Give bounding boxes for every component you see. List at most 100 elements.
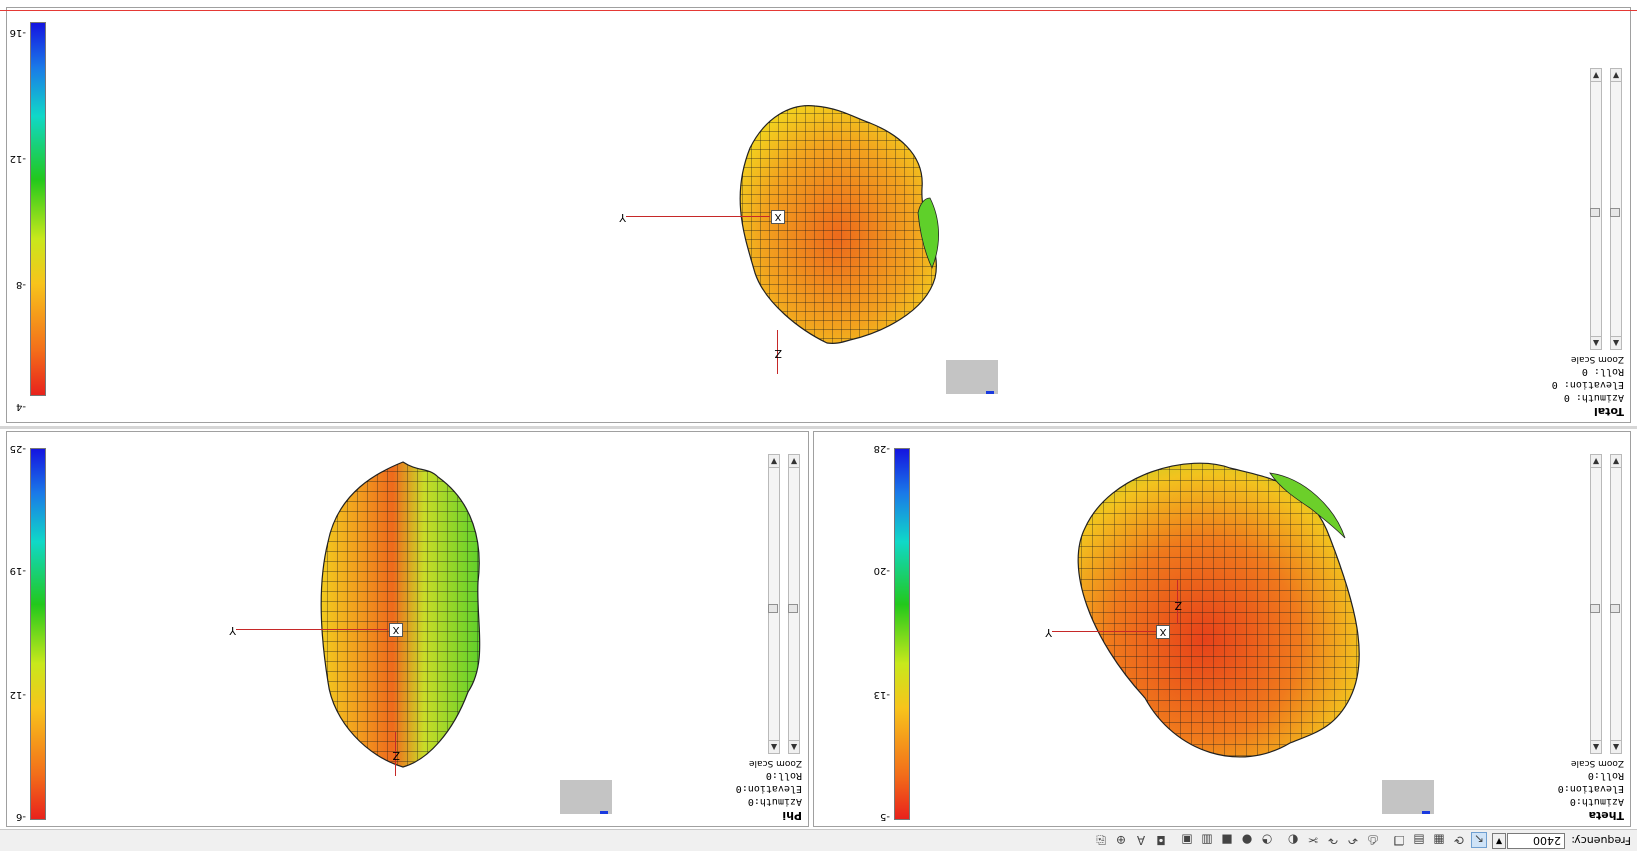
y-axis-line [1052,631,1170,632]
rotate-button[interactable]: ⟳ [1451,832,1467,848]
view-angles: Azimuth: 0 Elevation: 0 Roll: 0 [1552,365,1624,404]
orientation-thumbnail[interactable] [946,360,998,394]
total-panel[interactable]: Total Azimuth: 0 Elevation: 0 Roll: 0 Zo… [6,7,1631,423]
print-icon: ⎙ [1368,833,1378,847]
copy-button[interactable]: ❐ [1391,832,1407,848]
arrow-down-icon[interactable]: ▼ [1611,69,1621,82]
colorbar-tick: -13 [873,689,890,700]
elevation-readout: Elevation:0 [735,783,802,794]
colorbar-tick: -5 [880,811,890,822]
slider-thumb[interactable] [788,604,798,613]
colorbar-tick: -6 [16,811,26,822]
text-button[interactable]: A [1133,832,1149,848]
orientation-thumbnail[interactable] [560,780,612,814]
sphere-button[interactable]: ● [1239,832,1255,848]
orientation-thumbnail[interactable] [1382,780,1434,814]
grid-icon: ▦ [1433,833,1445,847]
pie-button[interactable]: ◔ [1259,832,1275,848]
y-axis-label: Y [1045,626,1052,639]
frequency-input[interactable]: 2400 [1507,833,1565,849]
print-small-button[interactable]: ⎘ [1093,832,1109,848]
grid-button[interactable]: ▦ [1431,832,1447,848]
colorbar-tick: -12 [9,689,26,700]
arrow-down-icon[interactable]: ▼ [789,455,799,468]
y-axis-line [626,216,770,217]
zoom-button[interactable]: ⊕ [1113,832,1129,848]
slider-thumb[interactable] [1610,604,1620,613]
zoom-slider[interactable]: ▲ ▼ [1610,454,1622,754]
total-radiation-pattern[interactable] [710,100,950,348]
phi-panel[interactable]: Phi Azimuth:0 Elevation:0 Roll:0 Zoom Sc… [6,431,809,827]
undo-button[interactable]: ↶ [1345,832,1361,848]
palette-icon: ◐ [1287,833,1299,847]
azimuth-readout: Azimuth: 0 [1563,392,1624,403]
arrow-down-icon[interactable]: ▼ [1611,455,1621,468]
slider-thumb[interactable] [1590,604,1600,613]
pointer-icon: ↖ [1473,832,1485,846]
scale-slider[interactable]: ▲ ▼ [768,454,780,754]
colorbar [894,448,910,820]
table-button[interactable]: ▤ [1411,832,1427,848]
roll-readout: Roll: 0 [1581,366,1624,377]
x-axis-label: X [771,210,785,224]
y-axis-line [236,629,388,630]
arrow-up-icon[interactable]: ▲ [1591,336,1601,349]
zoom-scale-label: Zoom Scale [1570,354,1624,364]
redo-button[interactable]: ↷ [1325,832,1341,848]
cut-icon: ✂ [1307,833,1319,847]
arrow-up-icon[interactable]: ▲ [789,740,799,753]
pointer-button[interactable]: ↖ [1471,832,1487,848]
frequency-dropdown-button[interactable]: ▼ [1492,833,1506,849]
view-angles: Azimuth:0 Elevation:0 Roll:0 [736,769,802,808]
chart-icon: ▥ [1201,833,1213,847]
save-icon: ▣ [1181,833,1193,847]
arrow-up-icon[interactable]: ▲ [1611,336,1621,349]
arrow-up-icon[interactable]: ▲ [1611,740,1621,753]
camera-button[interactable]: ◘ [1153,832,1169,848]
colorbar [30,448,46,820]
theta-radiation-pattern[interactable] [1070,448,1390,778]
panel-divider[interactable] [0,426,1637,429]
table-icon: ▤ [1413,833,1425,847]
save-button[interactable]: ▣ [1179,832,1195,848]
view-angles: Azimuth:0 Elevation:0 Roll:0 [1558,769,1624,808]
redo-icon: ↷ [1327,833,1339,847]
arrow-down-icon[interactable]: ▼ [1591,455,1601,468]
y-axis-label: Y [229,624,236,637]
zoom-slider[interactable]: ▲ ▼ [788,454,800,754]
arrow-up-icon[interactable]: ▲ [1591,740,1601,753]
arrow-down-icon[interactable]: ▼ [769,455,779,468]
y-axis-label: Y [619,211,626,224]
zoom-icon: ⊕ [1115,833,1127,847]
scale-slider[interactable]: ▲ ▼ [1590,454,1602,754]
print-button[interactable]: ⎙ [1365,832,1381,848]
zoom-scale-label: Zoom Scale [1570,758,1624,768]
slider-thumb[interactable] [1590,208,1600,217]
colorbar [30,22,46,396]
colorbar-tick: -12 [9,153,26,164]
slider-thumb[interactable] [768,604,778,613]
arrow-down-icon[interactable]: ▼ [1591,69,1601,82]
palette-button[interactable]: ◐ [1285,832,1301,848]
scale-slider[interactable]: ▲ ▼ [1590,68,1602,350]
panel-title: Total [1593,405,1624,418]
chart-button[interactable]: ▥ [1199,832,1215,848]
slider-thumb[interactable] [1610,208,1620,217]
phi-radiation-pattern[interactable] [298,452,498,772]
print-small-icon: ⎘ [1096,833,1106,847]
x-axis-label: X [389,623,403,637]
colorbar-tick: -25 [9,443,26,454]
theta-panel[interactable]: Theta Azimuth:0 Elevation:0 Roll:0 Zoom … [813,431,1631,827]
z-axis-label: Z [774,347,782,360]
arrow-up-icon[interactable]: ▲ [769,740,779,753]
frequency-label: Frequency: [1571,834,1631,847]
stop-icon: ■ [1221,833,1233,847]
colorbar-tick: -19 [9,565,26,576]
cut-button[interactable]: ✂ [1305,832,1321,848]
zoom-slider[interactable]: ▲ ▼ [1610,68,1622,350]
stop-button[interactable]: ■ [1219,832,1235,848]
elevation-readout: Elevation:0 [1557,783,1624,794]
colorbar-tick: -16 [9,27,26,38]
z-axis-label: Z [392,749,400,762]
